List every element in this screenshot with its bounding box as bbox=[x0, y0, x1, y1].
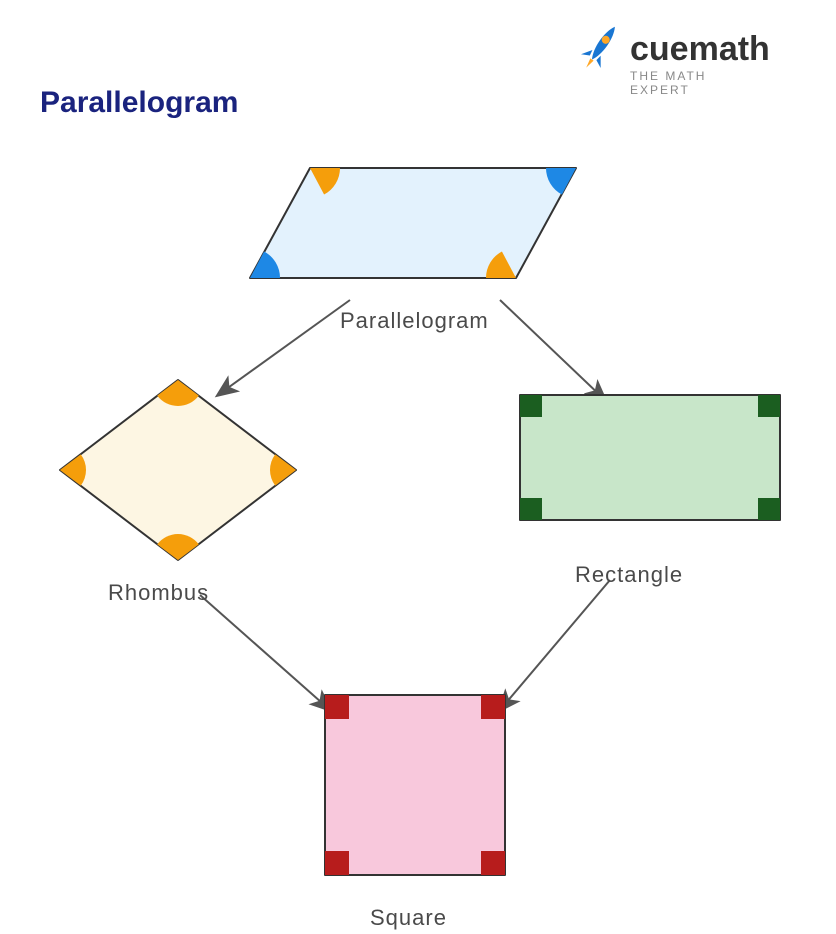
rhombus-label: Rhombus bbox=[108, 580, 209, 606]
hierarchy-arrow bbox=[218, 300, 350, 395]
parallelogram-label: Parallelogram bbox=[340, 308, 489, 334]
square-shape bbox=[325, 695, 505, 875]
rhombus-shape bbox=[60, 380, 296, 560]
parallelogram-shape bbox=[250, 168, 576, 278]
diagram-stage bbox=[0, 0, 836, 934]
rectangle-shape bbox=[520, 395, 780, 520]
hierarchy-arrow bbox=[500, 300, 605, 400]
square-label: Square bbox=[370, 905, 447, 931]
hierarchy-arrow bbox=[500, 580, 610, 710]
hierarchy-arrow bbox=[200, 595, 330, 710]
rectangle-label: Rectangle bbox=[575, 562, 683, 588]
